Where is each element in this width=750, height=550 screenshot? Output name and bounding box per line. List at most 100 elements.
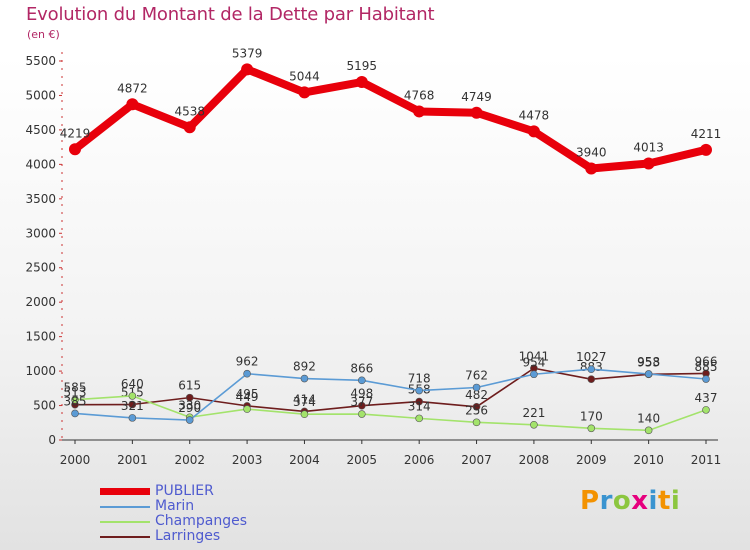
- data-label: 414: [293, 392, 316, 406]
- data-label: 170: [580, 409, 603, 423]
- data-label: 866: [350, 361, 373, 375]
- data-label: 4872: [117, 81, 148, 95]
- data-point: [702, 406, 710, 414]
- data-label: 330: [178, 398, 201, 412]
- x-tick-label: 2008: [519, 453, 550, 467]
- data-label: 290: [178, 401, 201, 415]
- data-point: [472, 402, 481, 411]
- data-point: [470, 106, 483, 119]
- x-tick-label: 2000: [60, 453, 91, 467]
- series-line-marin: [74, 368, 707, 421]
- data-label: 5379: [232, 46, 263, 60]
- data-label: 585: [64, 381, 87, 395]
- logo-letter: P: [580, 486, 600, 516]
- legend-item-publier: PUBLIER: [100, 484, 247, 499]
- data-point: [128, 414, 137, 422]
- data-label: 482: [465, 388, 488, 402]
- x-tick-label: 2003: [232, 453, 263, 467]
- legend-item-champanges: Champanges: [100, 514, 247, 529]
- data-point: [587, 365, 596, 374]
- data-label: 718: [408, 372, 431, 386]
- legend: PUBLIER Marin Champanges Larringes: [100, 484, 247, 544]
- data-label: 321: [121, 399, 144, 413]
- data-label: 437: [695, 391, 718, 405]
- data-label: 498: [350, 387, 373, 401]
- data-label: 4013: [633, 140, 664, 154]
- y-tick-label: 3000: [25, 226, 56, 240]
- data-label: 640: [121, 377, 144, 391]
- data-point: [358, 410, 366, 418]
- data-point: [300, 410, 309, 419]
- data-label: 1027: [576, 350, 607, 364]
- series-line-champanges: [74, 395, 707, 432]
- data-label: 4749: [461, 90, 492, 104]
- y-tick-label: 1000: [25, 364, 56, 378]
- data-point: [644, 426, 653, 435]
- data-point: [415, 414, 423, 423]
- data-point: [527, 125, 540, 138]
- y-tick-label: 5500: [25, 54, 56, 68]
- data-label: 615: [178, 379, 201, 393]
- data-point: [355, 76, 368, 89]
- data-point: [587, 424, 596, 433]
- x-tick-label: 2004: [289, 453, 320, 467]
- data-point: [644, 370, 653, 378]
- data-point: [128, 392, 137, 400]
- x-tick-label: 2005: [347, 453, 378, 467]
- data-point: [183, 121, 196, 134]
- legend-item-larringes: Larringes: [100, 529, 247, 544]
- data-point: [415, 397, 423, 406]
- data-label: 1041: [519, 349, 550, 363]
- data-label: 374: [293, 395, 316, 409]
- data-label: 966: [695, 354, 718, 368]
- data-label: 221: [522, 406, 545, 420]
- data-label: 4478: [519, 108, 550, 122]
- data-point: [243, 405, 251, 413]
- series-line-publier: [71, 65, 710, 173]
- data-point: [530, 370, 538, 379]
- data-label: 885: [695, 360, 718, 374]
- data-point: [185, 393, 194, 402]
- data-label: 4219: [60, 126, 91, 140]
- series-line-larringes: [74, 367, 707, 413]
- data-point: [300, 374, 309, 383]
- logo-letter: r: [599, 486, 613, 516]
- data-label: 892: [293, 360, 316, 374]
- x-tick-label: 2007: [461, 453, 492, 467]
- y-tick-label: 2000: [25, 295, 56, 309]
- data-point: [128, 400, 137, 409]
- data-label: 495: [236, 387, 259, 401]
- logo-letter: i: [648, 486, 658, 516]
- legend-swatch: [100, 520, 150, 523]
- logo-letter: t: [657, 486, 671, 516]
- data-point: [585, 162, 598, 175]
- x-tick-label: 2001: [117, 453, 148, 467]
- y-tick-label: 4000: [25, 157, 56, 171]
- data-label: 256: [465, 403, 488, 417]
- data-label: 953: [637, 355, 660, 369]
- data-label: 954: [522, 355, 545, 369]
- data-point: [185, 416, 194, 424]
- data-point: [700, 143, 712, 156]
- data-label: 762: [465, 368, 488, 382]
- y-tick-label: 2500: [25, 261, 56, 275]
- logo-letter: i: [670, 486, 681, 516]
- data-point: [472, 418, 481, 427]
- legend-label: Larringes: [155, 528, 221, 544]
- data-point: [71, 395, 79, 404]
- data-point: [298, 86, 311, 99]
- data-label: 449: [236, 390, 259, 404]
- legend-item-marin: Marin: [100, 499, 247, 514]
- data-point: [126, 98, 139, 111]
- data-point: [71, 409, 79, 418]
- legend-swatch: [100, 535, 150, 538]
- data-label: 4211: [691, 127, 722, 141]
- data-point: [69, 143, 81, 156]
- data-label: 4768: [404, 88, 435, 102]
- x-tick-label: 2006: [404, 453, 435, 467]
- data-point: [358, 401, 366, 410]
- y-tick-label: 1500: [25, 330, 56, 344]
- data-label: 140: [637, 411, 660, 425]
- x-tick-label: 2002: [174, 453, 205, 467]
- data-point: [413, 105, 426, 118]
